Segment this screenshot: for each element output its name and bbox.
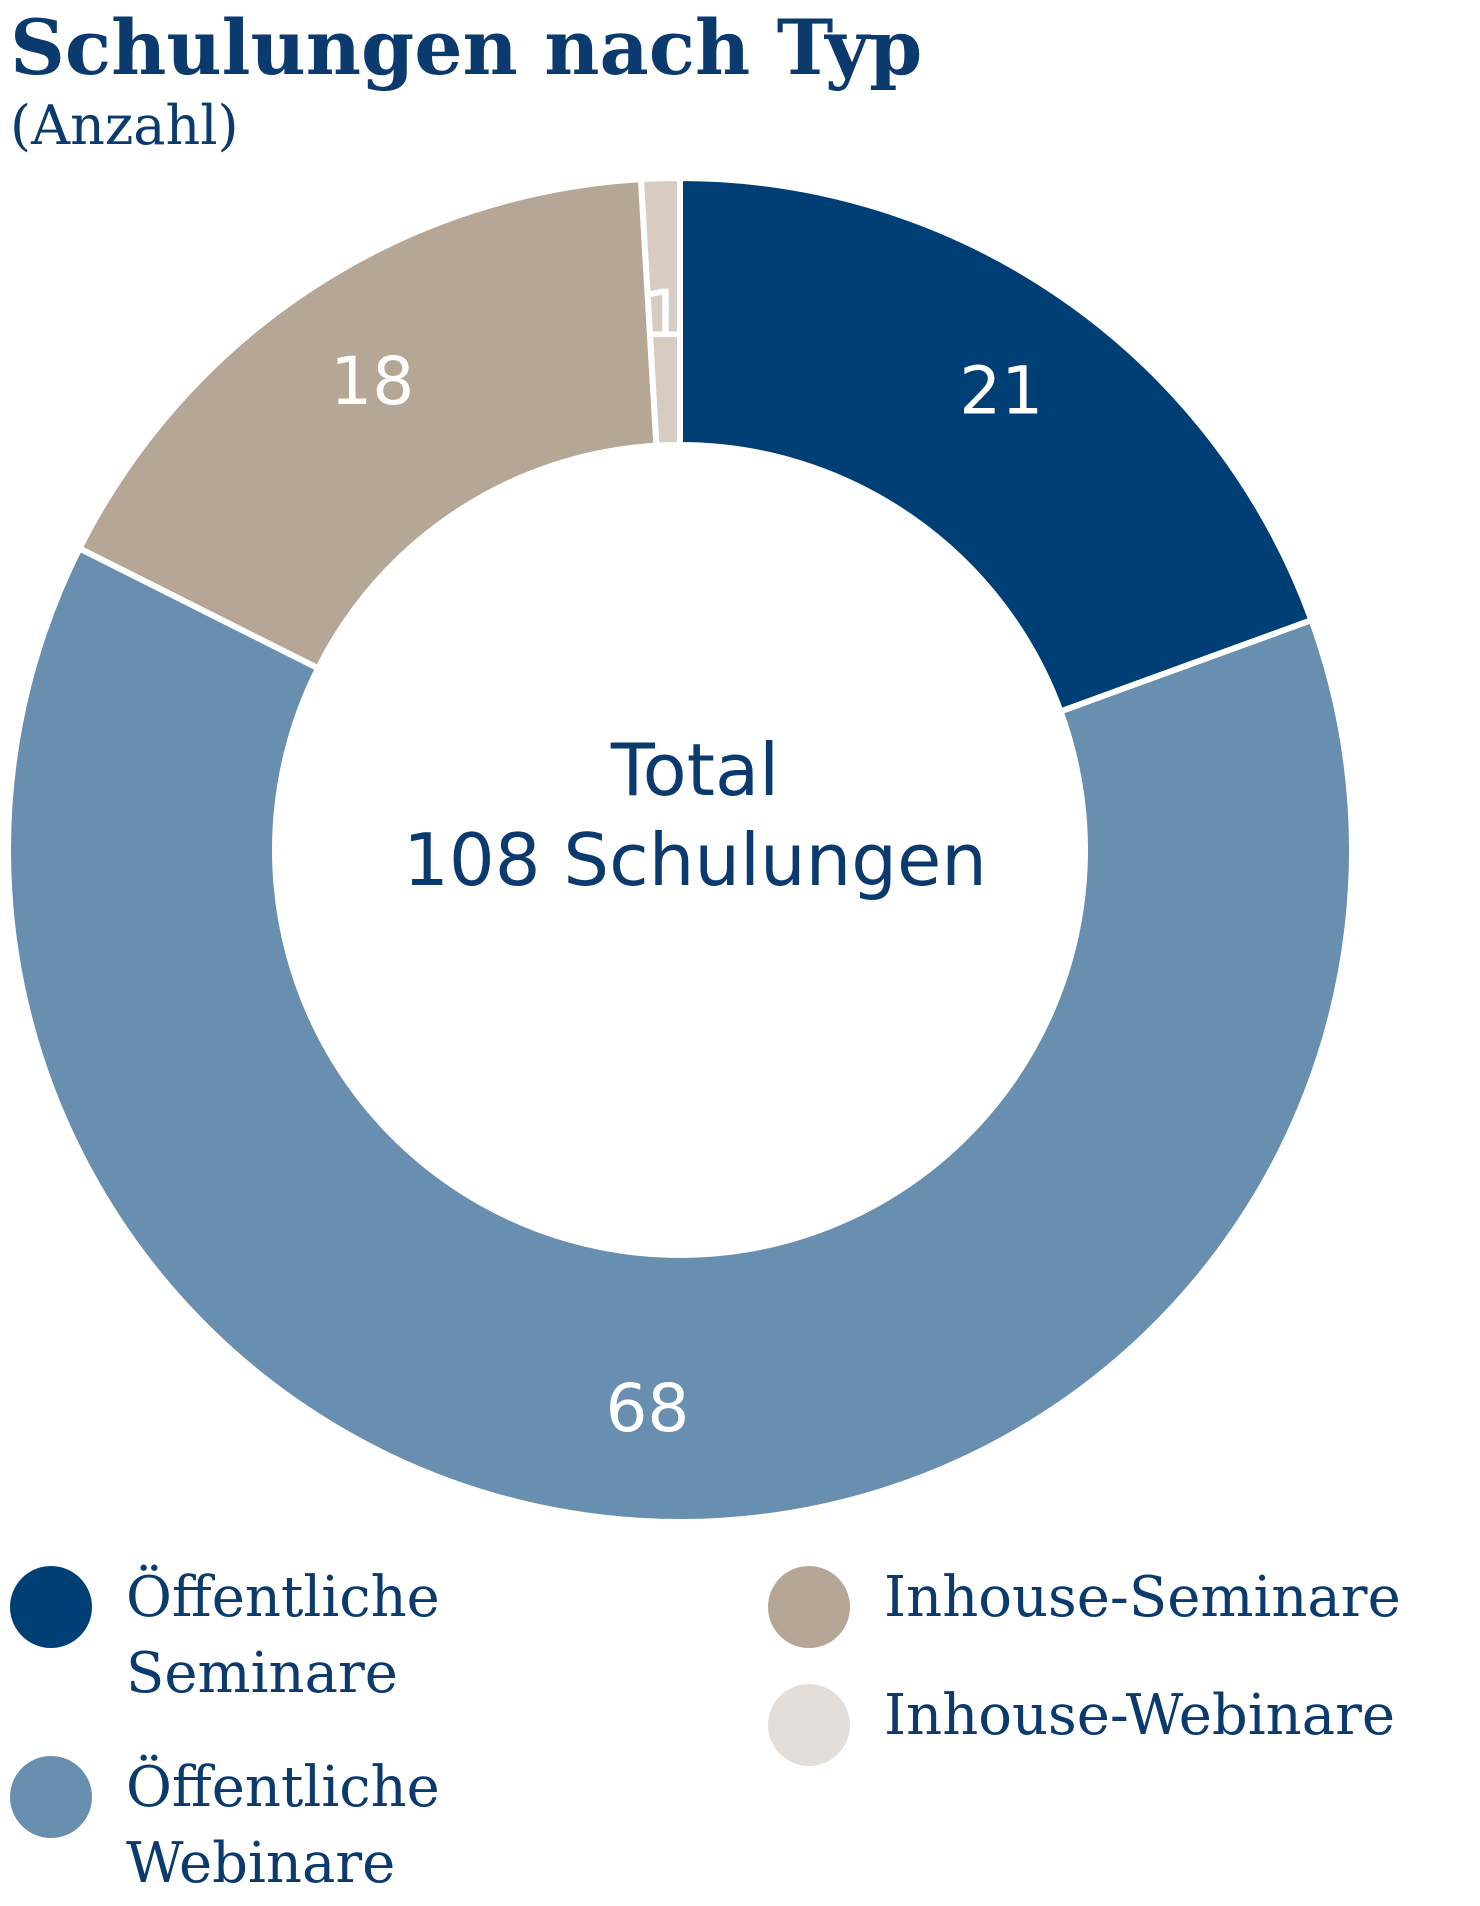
- legend-swatch: [768, 1684, 850, 1766]
- data-label-1: 68: [605, 1370, 689, 1447]
- chart-title: Schulungen nach Typ: [10, 3, 923, 92]
- legend-swatch: [10, 1756, 92, 1838]
- center-total-line1: Total: [610, 728, 779, 812]
- data-label-3: 1: [643, 276, 685, 353]
- legend-swatch: [10, 1566, 92, 1648]
- legend-label: Inhouse-Seminare: [884, 1565, 1401, 1630]
- chart-subtitle: (Anzahl): [10, 94, 239, 157]
- data-label-2: 18: [330, 343, 414, 420]
- slice-1: [5, 544, 1355, 1525]
- legend-item-inhouse-webinare: Inhouse-Webinare: [768, 1678, 1395, 1766]
- slice-0: [677, 174, 1316, 716]
- legend-item-oeffentliche-seminare: Öffentliche Seminare: [10, 1560, 440, 1712]
- center-total-line2: 108 Schulungen: [403, 818, 987, 902]
- slice-3: [637, 174, 683, 449]
- legend-swatch: [768, 1566, 850, 1648]
- legend-item-inhouse-seminare: Inhouse-Seminare: [768, 1560, 1401, 1648]
- data-label-0: 21: [959, 352, 1043, 429]
- legend-label: Öffentliche Webinare: [126, 1755, 440, 1896]
- legend-label: Inhouse-Webinare: [884, 1683, 1396, 1748]
- legend-item-oeffentliche-webinare: Öffentliche Webinare: [10, 1750, 440, 1902]
- donut-chart: 21 68 18 1 Total 108 Schulungen: [5, 174, 1355, 1525]
- slice-2: [75, 175, 660, 673]
- legend-label: Öffentliche Seminare: [126, 1565, 440, 1706]
